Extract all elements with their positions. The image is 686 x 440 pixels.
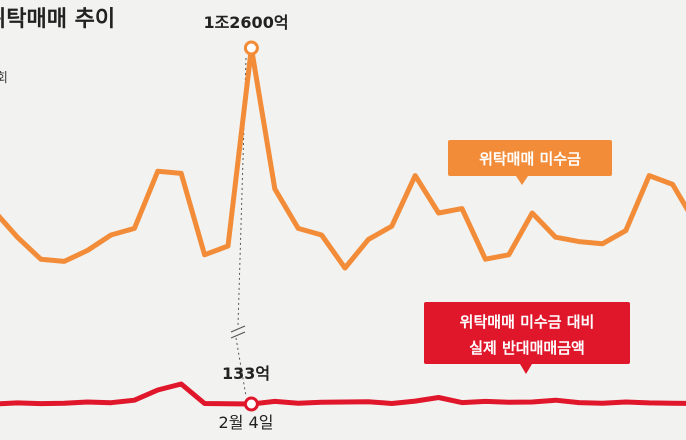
legend-unsettled: 위탁매매 미수금 (448, 140, 612, 185)
legend-tag-pointer-unsettled (516, 176, 528, 185)
x-tick-label: 2월 4일 (219, 413, 274, 432)
axis-break-marker (230, 325, 246, 339)
marker-value-label: 133억 (222, 364, 270, 383)
series-line-unsettled (0, 45, 686, 271)
red-marker (243, 396, 259, 412)
series-line-forced-liquidation (0, 381, 686, 407)
legend-forced-liquidation: 위탁매매 미수금 대비 실제 반대매매금액 (424, 302, 630, 374)
legend-text-forced-liquidation-line2: 실제 반대매매금액 (469, 339, 585, 357)
legend-text-unsettled: 위탁매매 미수금 (479, 150, 581, 168)
unit-label: 회 (0, 71, 8, 86)
legend-tag-pointer-forced-liquidation (520, 364, 532, 374)
legend-text-forced-liquidation-line1: 위탁매매 미수금 대비 (460, 313, 595, 331)
legend-tag-unsettled (448, 140, 612, 176)
chart-title: 위탁매매 추이 (0, 7, 115, 32)
peak-marker (243, 40, 259, 56)
peak-value-label: 1조2600억 (203, 13, 288, 32)
legend-tag-forced-liquidation (424, 302, 630, 364)
